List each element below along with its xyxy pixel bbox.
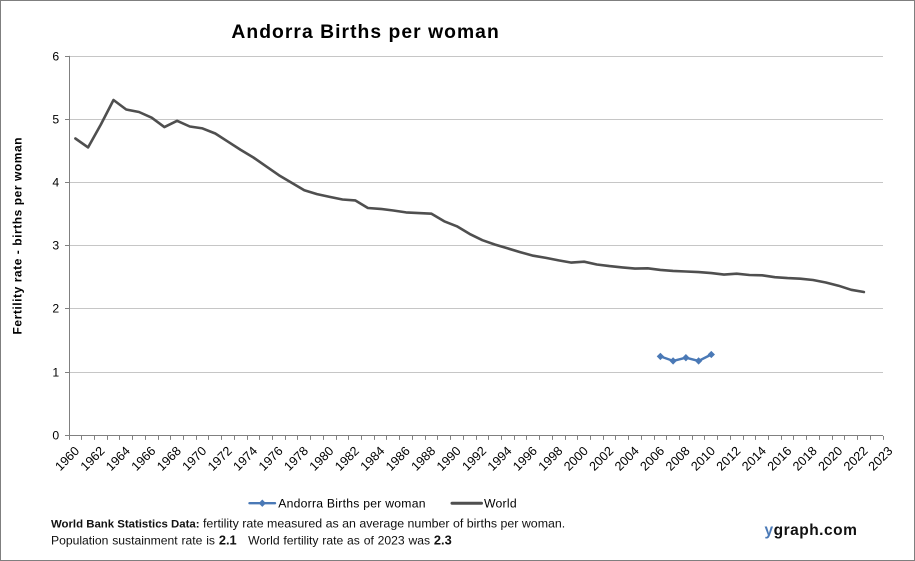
- svg-text:2014: 2014: [739, 443, 769, 473]
- svg-text:1964: 1964: [103, 443, 133, 473]
- svg-text:Andorra Births per woman: Andorra Births per woman: [231, 22, 499, 43]
- svg-text:1994: 1994: [484, 443, 514, 473]
- svg-text:2006: 2006: [637, 443, 667, 473]
- svg-text:1984: 1984: [357, 443, 387, 473]
- svg-text:2: 2: [52, 301, 59, 315]
- svg-text:2000: 2000: [561, 443, 591, 473]
- svg-text:1976: 1976: [255, 443, 285, 473]
- svg-text:World Bank Statistics Data: fe: World Bank Statistics Data: fertility ra…: [51, 516, 565, 530]
- svg-text:2018: 2018: [790, 443, 820, 473]
- svg-text:1962: 1962: [77, 443, 107, 473]
- svg-text:2002: 2002: [586, 443, 616, 473]
- svg-text:1988: 1988: [408, 443, 438, 473]
- svg-text:1960: 1960: [52, 443, 82, 473]
- svg-text:5: 5: [52, 112, 59, 126]
- svg-text:6: 6: [52, 49, 59, 63]
- svg-text:2020: 2020: [815, 443, 845, 473]
- svg-text:2012: 2012: [713, 443, 743, 473]
- svg-text:1996: 1996: [510, 443, 540, 473]
- svg-text:2010: 2010: [688, 443, 718, 473]
- svg-text:World: World: [484, 496, 517, 510]
- svg-text:1982: 1982: [332, 443, 362, 473]
- svg-text:1968: 1968: [154, 443, 184, 473]
- svg-text:4: 4: [52, 175, 59, 189]
- svg-text:1980: 1980: [306, 443, 336, 473]
- svg-text:1974: 1974: [230, 443, 260, 473]
- svg-text:1978: 1978: [281, 443, 311, 473]
- svg-text:1966: 1966: [128, 443, 158, 473]
- svg-text:Fertility rate - births per wo: Fertility rate - births per woman: [10, 136, 24, 334]
- svg-text:0: 0: [52, 428, 59, 442]
- svg-text:1970: 1970: [179, 443, 209, 473]
- svg-text:1990: 1990: [433, 443, 463, 473]
- svg-text:2022: 2022: [840, 443, 870, 473]
- svg-text:Andorra Births per woman: Andorra Births per woman: [278, 496, 426, 510]
- svg-text:1986: 1986: [383, 443, 413, 473]
- svg-text:2023: 2023: [865, 443, 895, 473]
- svg-text:Population sustainment rate is: Population sustainment rate is 2.1 World…: [51, 532, 452, 547]
- svg-text:3: 3: [52, 238, 59, 252]
- svg-text:1992: 1992: [459, 443, 489, 473]
- svg-text:2016: 2016: [764, 443, 794, 473]
- svg-text:2008: 2008: [662, 443, 692, 473]
- svg-text:1972: 1972: [205, 443, 235, 473]
- svg-text:1998: 1998: [535, 443, 565, 473]
- svg-text:1: 1: [52, 365, 59, 379]
- svg-text:ygraph.com: ygraph.com: [764, 521, 857, 538]
- svg-text:2004: 2004: [612, 443, 642, 473]
